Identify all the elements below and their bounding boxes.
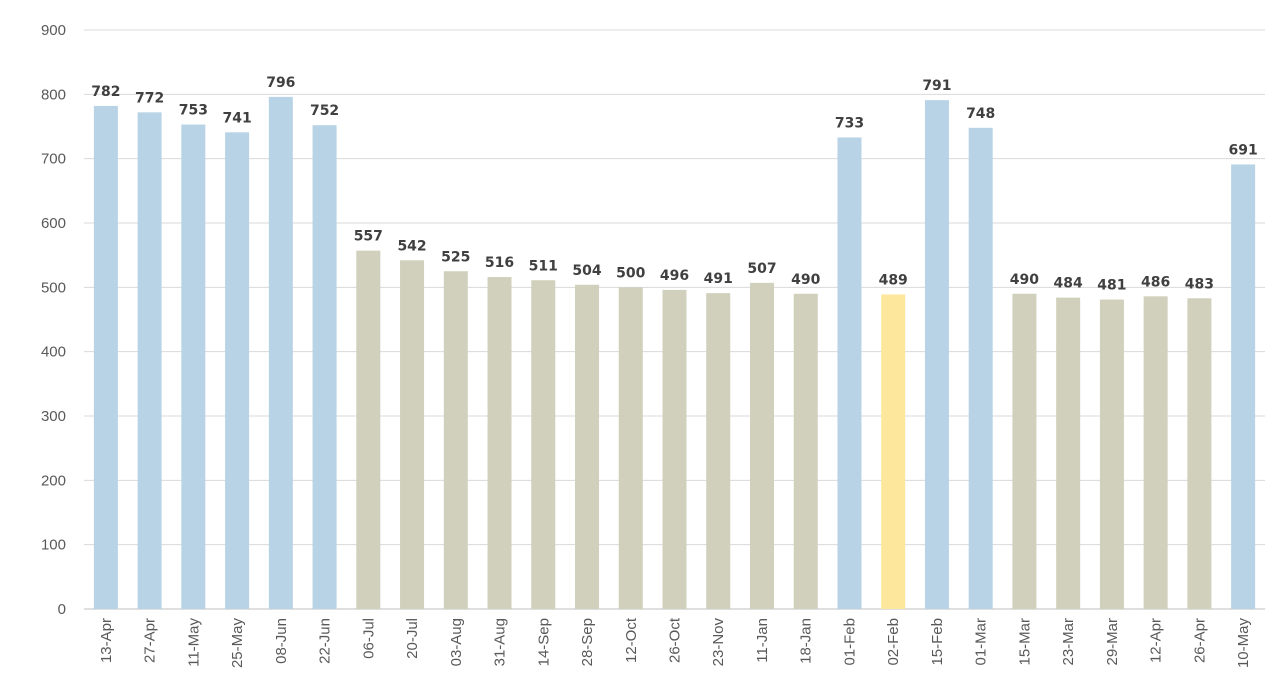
x-tick-label: 12-Apr	[1148, 618, 1165, 663]
x-tick-label: 22-Jun	[317, 618, 334, 664]
x-tick-label: 03-Aug	[448, 618, 465, 666]
bar	[531, 280, 556, 609]
y-tick-label: 400	[41, 344, 66, 361]
data-label: 791	[922, 78, 951, 94]
y-tick-label: 500	[41, 279, 66, 296]
data-label: 500	[616, 265, 645, 281]
x-tick-label: 01-Feb	[841, 618, 858, 666]
data-label: 772	[135, 90, 164, 106]
x-tick-label: 06-Jul	[360, 618, 377, 659]
bar	[487, 277, 512, 609]
x-tick-label: 29-Mar	[1104, 618, 1121, 666]
bar	[1187, 298, 1212, 609]
bar	[312, 125, 337, 610]
y-tick-label: 700	[41, 151, 66, 168]
data-label: 796	[266, 75, 295, 91]
x-tick-label: 02-Feb	[885, 618, 902, 666]
data-label: 782	[91, 84, 120, 100]
y-tick-label: 600	[41, 215, 66, 232]
x-axis-ticks: 13-Apr 27-Apr 11-May 25-May 08-Jun 22-Jun 06-J…	[98, 617, 1252, 668]
y-axis-ticks: 0 100 200 300 400 500 600 700 800 900	[41, 22, 66, 618]
x-tick-label: 12-Oct	[623, 617, 640, 663]
bar	[924, 100, 949, 609]
x-tick-label: 18-Jan	[798, 618, 815, 664]
x-tick-label: 20-Jul	[404, 618, 421, 659]
bar	[749, 282, 774, 609]
data-label: 516	[485, 255, 514, 271]
bar	[1143, 296, 1168, 609]
y-tick-label: 0	[58, 601, 66, 618]
data-label: 752	[310, 103, 339, 119]
x-tick-label: 26-Apr	[1191, 618, 1208, 663]
bar	[1231, 164, 1256, 609]
bar	[356, 250, 381, 609]
x-tick-label: 23-Nov	[710, 618, 727, 667]
bar	[225, 132, 250, 610]
bar	[400, 260, 425, 609]
data-label: 753	[179, 103, 208, 119]
data-labels: 782 772 753 741 796 752 557 542 525 516 511 504 500 4…	[91, 75, 1257, 294]
data-label: 491	[704, 271, 733, 287]
data-label: 741	[222, 110, 251, 126]
bars	[93, 96, 1256, 610]
x-tick-label: 14-Sep	[535, 618, 552, 666]
bar	[1012, 293, 1037, 609]
data-label: 490	[1010, 272, 1039, 288]
x-tick-label: 27-Apr	[142, 618, 159, 663]
x-tick-label: 28-Sep	[579, 618, 596, 666]
data-label: 507	[747, 261, 776, 277]
x-tick-label: 15-Feb	[929, 618, 946, 666]
bar	[968, 127, 993, 609]
data-label: 490	[791, 272, 820, 288]
bar	[837, 137, 862, 610]
data-label: 486	[1141, 274, 1170, 290]
x-tick-label: 13-Apr	[98, 618, 115, 663]
bar	[881, 294, 906, 609]
data-label: 481	[1097, 278, 1126, 294]
bar	[706, 293, 731, 609]
bar	[93, 105, 118, 609]
x-tick-label: 08-Jun	[273, 618, 290, 664]
x-tick-label: 23-Mar	[1060, 618, 1077, 666]
data-label: 484	[1054, 276, 1083, 292]
x-tick-label: 11-May	[185, 618, 202, 667]
data-label: 733	[835, 115, 864, 131]
bar	[793, 293, 818, 609]
x-tick-label: 15-Mar	[1016, 618, 1033, 666]
bar	[662, 289, 687, 609]
y-tick-label: 200	[41, 472, 66, 489]
y-tick-label: 300	[41, 408, 66, 425]
y-tick-label: 100	[41, 537, 66, 554]
data-label: 504	[572, 263, 601, 279]
data-label: 483	[1185, 276, 1214, 292]
data-label: 525	[441, 249, 470, 265]
y-tick-label: 800	[41, 86, 66, 103]
bar	[137, 112, 162, 609]
data-label: 489	[879, 272, 908, 288]
x-tick-label: 10-May	[1235, 618, 1252, 669]
data-label: 691	[1229, 142, 1258, 158]
x-tick-label: 31-Aug	[492, 618, 509, 666]
bar	[575, 284, 600, 609]
data-label: 496	[660, 268, 689, 284]
bar	[618, 287, 643, 609]
bar	[443, 271, 468, 609]
bar	[1056, 297, 1081, 609]
data-label: 542	[397, 238, 426, 254]
bar	[1099, 299, 1124, 609]
y-tick-label: 900	[41, 22, 66, 39]
x-tick-label: 11-Jan	[754, 618, 771, 663]
x-tick-label: 25-May	[229, 618, 246, 669]
bar	[268, 96, 293, 609]
x-tick-label: 26-Oct	[667, 617, 684, 663]
data-label: 557	[354, 229, 383, 245]
data-label: 511	[529, 258, 558, 274]
data-label: 748	[966, 106, 995, 122]
x-tick-label: 01-Mar	[973, 618, 990, 666]
bar	[181, 124, 206, 609]
